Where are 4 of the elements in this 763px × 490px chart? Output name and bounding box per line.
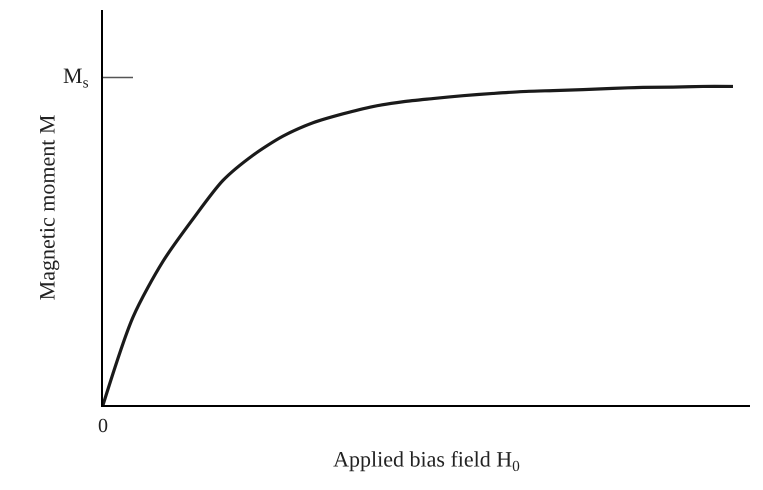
text: 0 [98,415,108,437]
text: M$_{s}$ [63,63,89,92]
x-axis-title: Applied bias field H$_{0}$ [333,446,520,476]
y-axis-title: Magnetic moment M [34,114,60,300]
